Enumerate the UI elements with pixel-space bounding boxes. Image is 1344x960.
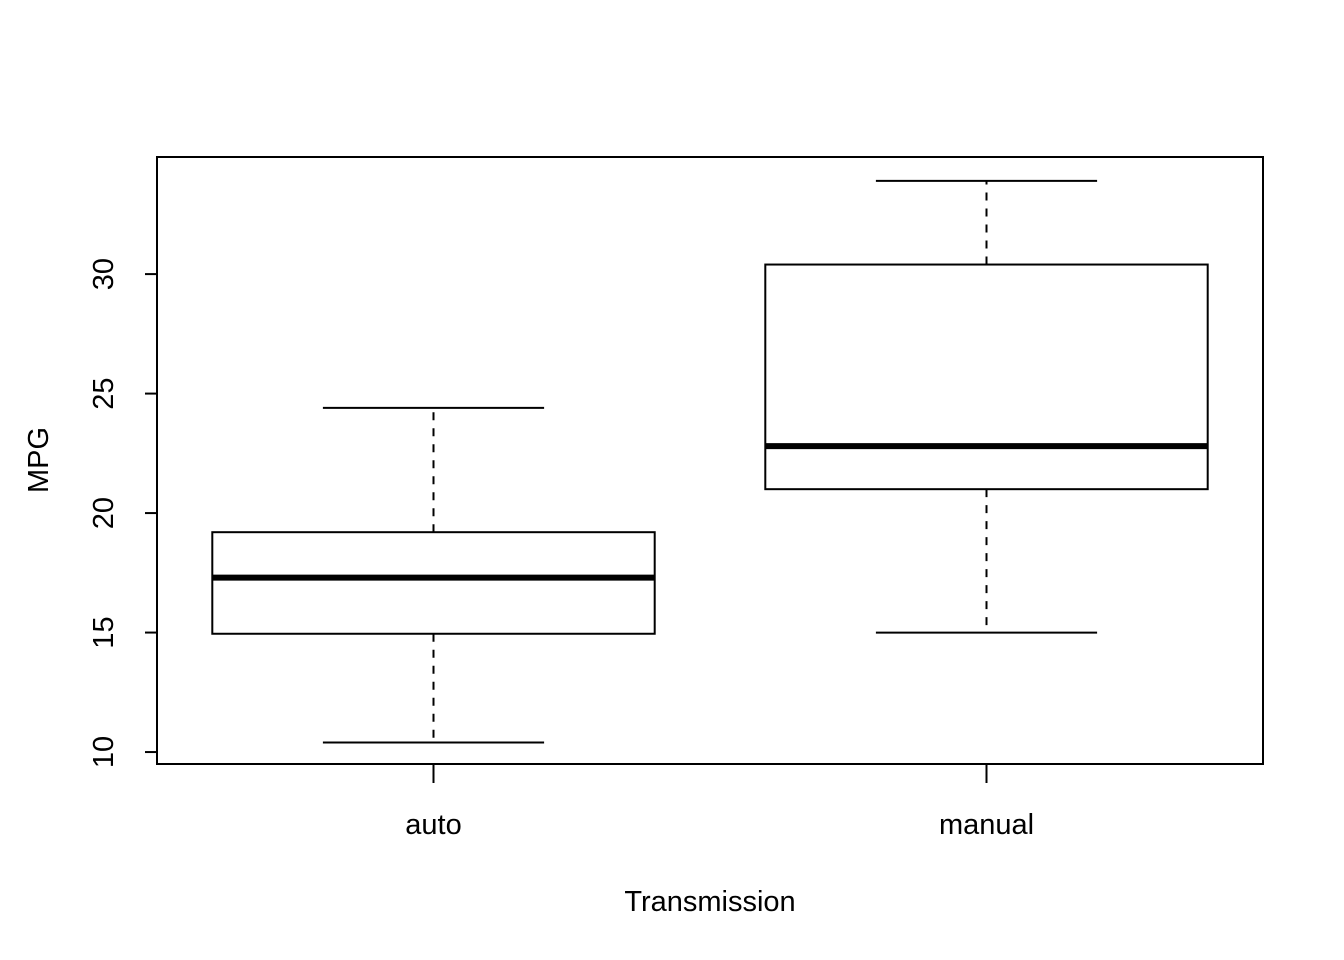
iqr-box: [211, 531, 656, 635]
y-tick-label: 10: [88, 736, 120, 768]
box-auto: [211, 406, 656, 744]
box-manual: [764, 179, 1209, 634]
x-tick-label: auto: [405, 809, 461, 841]
y-tick-label: 20: [88, 497, 120, 529]
iqr-box: [764, 263, 1209, 491]
x-axis-label: Transmission: [624, 886, 795, 918]
y-tick-label: 15: [88, 616, 120, 648]
y-tick-label: 30: [88, 258, 120, 290]
x-axis: auto manual: [405, 764, 1034, 841]
y-axis: 10 15 20 25 30: [88, 258, 158, 768]
box-series: [211, 179, 1209, 744]
x-tick-label: manual: [939, 809, 1034, 841]
y-axis-label: MPG: [23, 427, 55, 493]
y-tick-label: 25: [88, 377, 120, 409]
